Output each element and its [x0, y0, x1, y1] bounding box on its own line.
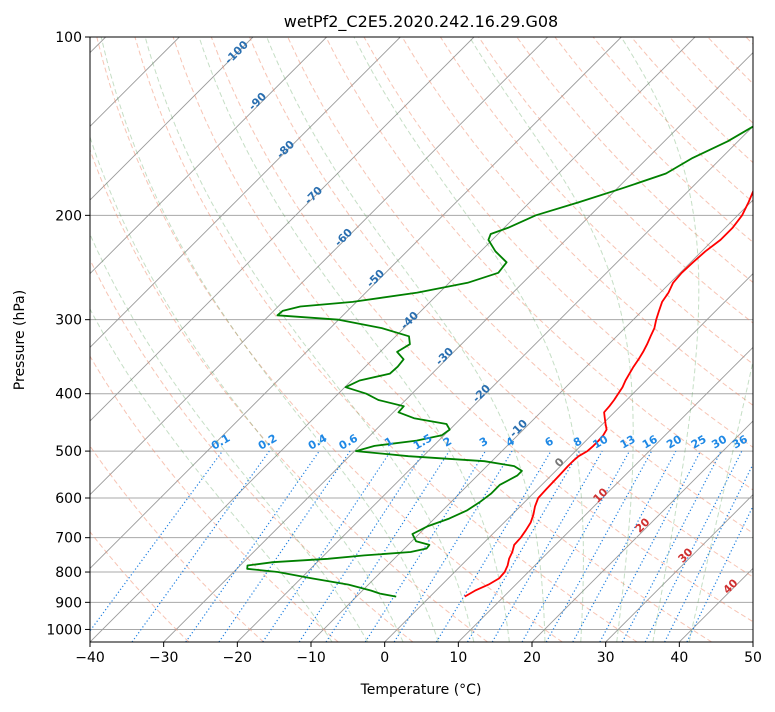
y-tick-label: 200	[55, 208, 82, 224]
y-tick-label: 600	[55, 491, 82, 507]
x-tick-label: 10	[449, 650, 467, 666]
x-tick-label: −30	[149, 650, 179, 666]
x-tick-label: −10	[296, 650, 326, 666]
chart-title: wetPf2_C2E5.2020.242.16.29.G08	[284, 12, 558, 32]
x-axis-label: Temperature (°C)	[360, 682, 482, 698]
y-tick-label: 100	[55, 30, 82, 46]
x-tick-label: 30	[597, 650, 615, 666]
y-tick-label: 400	[55, 387, 82, 403]
x-tick-label: 50	[744, 650, 762, 666]
y-tick-label: 900	[55, 595, 82, 611]
y-tick-label: 300	[55, 313, 82, 329]
y-tick-label: 700	[55, 531, 82, 547]
x-tick-label: 40	[670, 650, 688, 666]
x-tick-label: −40	[75, 650, 105, 666]
y-tick-label: 1000	[46, 622, 82, 638]
x-tick-label: 20	[523, 650, 541, 666]
y-tick-label: 500	[55, 444, 82, 460]
x-tick-label: 0	[380, 650, 389, 666]
y-tick-label: 800	[55, 565, 82, 581]
x-tick-label: −20	[223, 650, 253, 666]
y-axis-label: Pressure (hPa)	[12, 290, 28, 390]
